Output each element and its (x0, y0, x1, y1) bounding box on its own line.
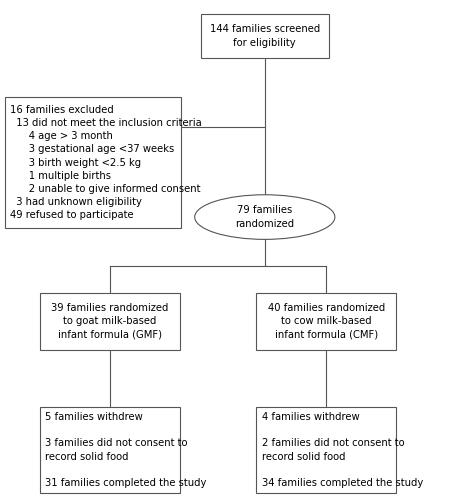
Text: 39 families randomized
to goat milk-based
infant formula (GMF): 39 families randomized to goat milk-base… (51, 303, 169, 340)
Text: 5 families withdrew

3 families did not consent to
record solid food

31 familie: 5 families withdrew 3 families did not c… (45, 412, 207, 488)
FancyBboxPatch shape (39, 292, 180, 350)
FancyBboxPatch shape (256, 292, 396, 350)
FancyBboxPatch shape (201, 14, 328, 59)
FancyBboxPatch shape (39, 406, 180, 494)
Text: 40 families randomized
to cow milk-based
infant formula (CMF): 40 families randomized to cow milk-based… (268, 303, 385, 340)
Text: 79 families
randomized: 79 families randomized (235, 206, 294, 229)
Text: 16 families excluded
  13 did not meet the inclusion criteria
      4 age > 3 mo: 16 families excluded 13 did not meet the… (10, 104, 202, 220)
FancyBboxPatch shape (256, 406, 396, 494)
Text: 4 families withdrew

2 families did not consent to
record solid food

34 familie: 4 families withdrew 2 families did not c… (262, 412, 423, 488)
Text: 144 families screened
for eligibility: 144 families screened for eligibility (210, 24, 320, 48)
FancyBboxPatch shape (5, 97, 181, 228)
Ellipse shape (195, 194, 335, 240)
